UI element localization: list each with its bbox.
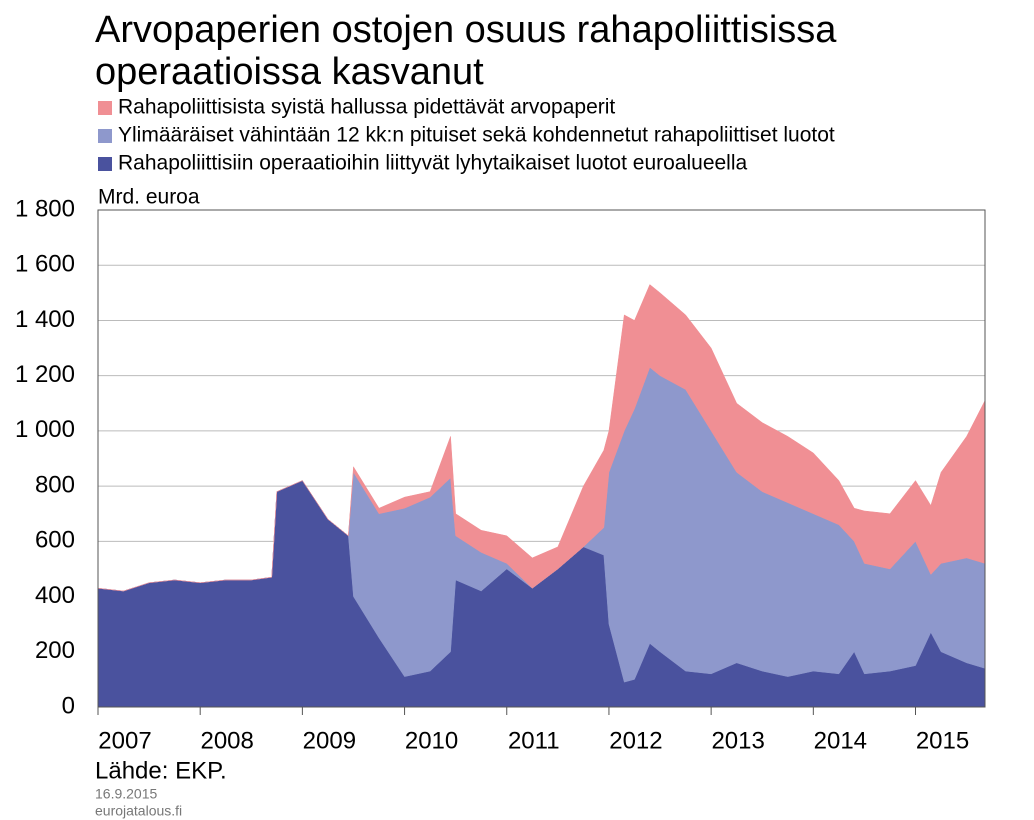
legend-swatch [98, 101, 112, 115]
x-tick-label: 2008 [200, 727, 253, 754]
y-tick-label: 1 600 [15, 251, 75, 278]
y-tick-label: 200 [35, 637, 75, 664]
date: 16.9.2015 [95, 786, 157, 802]
chart-title: operaatioissa kasvanut [95, 51, 484, 93]
legend-label: Rahapoliittisiin operaatioihin liittyvät… [118, 152, 748, 175]
y-tick-label: 1 800 [15, 195, 75, 222]
legend-swatch [98, 157, 112, 171]
y-tick-label: 1 000 [15, 416, 75, 443]
x-tick-label: 2010 [405, 727, 458, 754]
x-tick-label: 2012 [609, 727, 662, 754]
x-tick-label: 2013 [711, 727, 764, 754]
y-tick-label: 1 200 [15, 361, 75, 388]
legend-swatch [98, 129, 112, 143]
y-tick-label: 400 [35, 582, 75, 609]
y-tick-label: 600 [35, 527, 75, 554]
y-axis-label: Mrd. euroa [98, 186, 200, 209]
y-tick-label: 0 [62, 692, 75, 719]
chart-title: Arvopaperien ostojen osuus rahapoliittis… [95, 9, 837, 51]
source: Lähde: EKP. [95, 757, 227, 784]
legend-label: Ylimääräiset vähintään 12 kk:n pituiset … [118, 124, 835, 147]
x-tick-label: 2007 [98, 727, 151, 754]
plot-frame [97, 209, 986, 708]
x-tick-label: 2009 [303, 727, 356, 754]
y-tick-label: 800 [35, 471, 75, 498]
site: eurojatalous.fi [95, 803, 182, 819]
y-tick-label: 1 400 [15, 306, 75, 333]
x-tick-label: 2014 [814, 727, 867, 754]
x-tick-label: 2011 [508, 727, 560, 754]
x-tick-label: 2015 [916, 727, 969, 754]
legend-label: Rahapoliittisista syistä hallussa pidett… [118, 96, 615, 119]
